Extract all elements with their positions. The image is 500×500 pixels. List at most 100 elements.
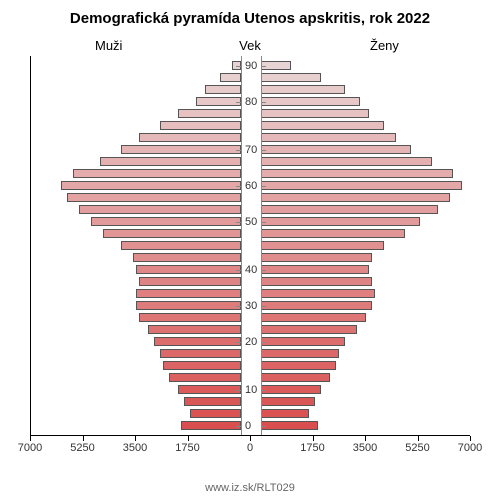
male-bar [79,205,241,214]
age-tick [236,186,241,187]
age-tick-label: 0 [243,420,253,432]
age-tick [236,66,241,67]
age-tick [236,222,241,223]
x-tick-label: 7000 [18,442,42,454]
age-tick [261,342,266,343]
age-tick [236,306,241,307]
x-tick-label: 5250 [405,442,429,454]
female-bar [261,313,366,322]
female-bar [261,121,384,130]
male-bar [91,217,241,226]
male-bar [136,265,241,274]
female-bar [261,193,450,202]
male-bar [160,121,241,130]
age-tick-label: 30 [243,300,259,312]
female-bar [261,97,360,106]
female-bar [261,241,384,250]
age-tick-label: 10 [243,384,259,396]
age-tick-label: 50 [243,216,259,228]
x-tick-label: 7000 [458,442,482,454]
chart-title: Demografická pyramída Utenos apskritis, … [0,10,500,27]
male-bar [121,241,241,250]
x-tick [30,436,31,441]
female-bar [261,205,438,214]
age-tick [236,342,241,343]
age-tick [261,102,266,103]
male-bar [100,157,241,166]
female-bar [261,373,330,382]
x-tick-label: 0 [247,442,253,454]
female-bar [261,325,357,334]
male-bar [154,337,241,346]
female-bar [261,289,375,298]
footer-source: www.iz.sk/RLT029 [0,482,500,494]
age-tick-label: 90 [243,60,259,72]
female-bar [261,73,321,82]
male-bar [220,73,241,82]
female-bar [261,361,336,370]
male-bar [73,169,241,178]
age-tick [261,222,266,223]
age-axis-line [261,56,262,435]
male-bar [133,253,241,262]
female-bar [261,421,318,430]
female-header: Ženy [370,38,399,53]
age-tick [236,426,241,427]
male-bar [178,385,241,394]
male-bar [184,397,241,406]
male-bar [196,97,241,106]
female-bar [261,169,453,178]
x-tick-label: 1750 [300,442,324,454]
age-tick-label: 80 [243,96,259,108]
female-bar [261,181,462,190]
female-bar [261,253,372,262]
male-bar [205,85,241,94]
male-bar [103,229,241,238]
male-bar [136,289,241,298]
male-bar [121,145,241,154]
age-tick [261,306,266,307]
age-header: Vek [0,38,500,53]
x-tick [313,436,314,441]
age-tick [236,270,241,271]
age-tick-label: 40 [243,264,259,276]
female-bar [261,397,315,406]
female-bar [261,157,432,166]
male-bar [136,301,241,310]
female-bar [261,133,396,142]
x-tick [250,436,251,441]
female-bar [261,385,321,394]
age-axis-line [241,56,242,435]
x-tick-label: 3500 [123,442,147,454]
x-tick [418,436,419,441]
female-bar [261,277,372,286]
female-bar [261,229,405,238]
male-bar [169,373,241,382]
x-tick [83,436,84,441]
male-bar [139,133,241,142]
male-bar [181,421,241,430]
x-tick [135,436,136,441]
age-tick [236,150,241,151]
age-tick-label: 70 [243,144,259,156]
x-tick [470,436,471,441]
female-bar [261,349,339,358]
age-tick [261,426,266,427]
female-bar [261,85,345,94]
plot-area: 0102030405060708090 [30,56,470,436]
male-bar [163,361,241,370]
age-tick [261,390,266,391]
age-tick [261,186,266,187]
female-bar [261,337,345,346]
age-tick [261,66,266,67]
male-bar [160,349,241,358]
male-bar [190,409,241,418]
age-tick [261,270,266,271]
female-bar [261,217,420,226]
x-tick-label: 3500 [353,442,377,454]
male-bar [139,277,241,286]
female-bar [261,265,369,274]
male-bar [67,193,241,202]
female-bar [261,301,372,310]
female-bar [261,409,309,418]
